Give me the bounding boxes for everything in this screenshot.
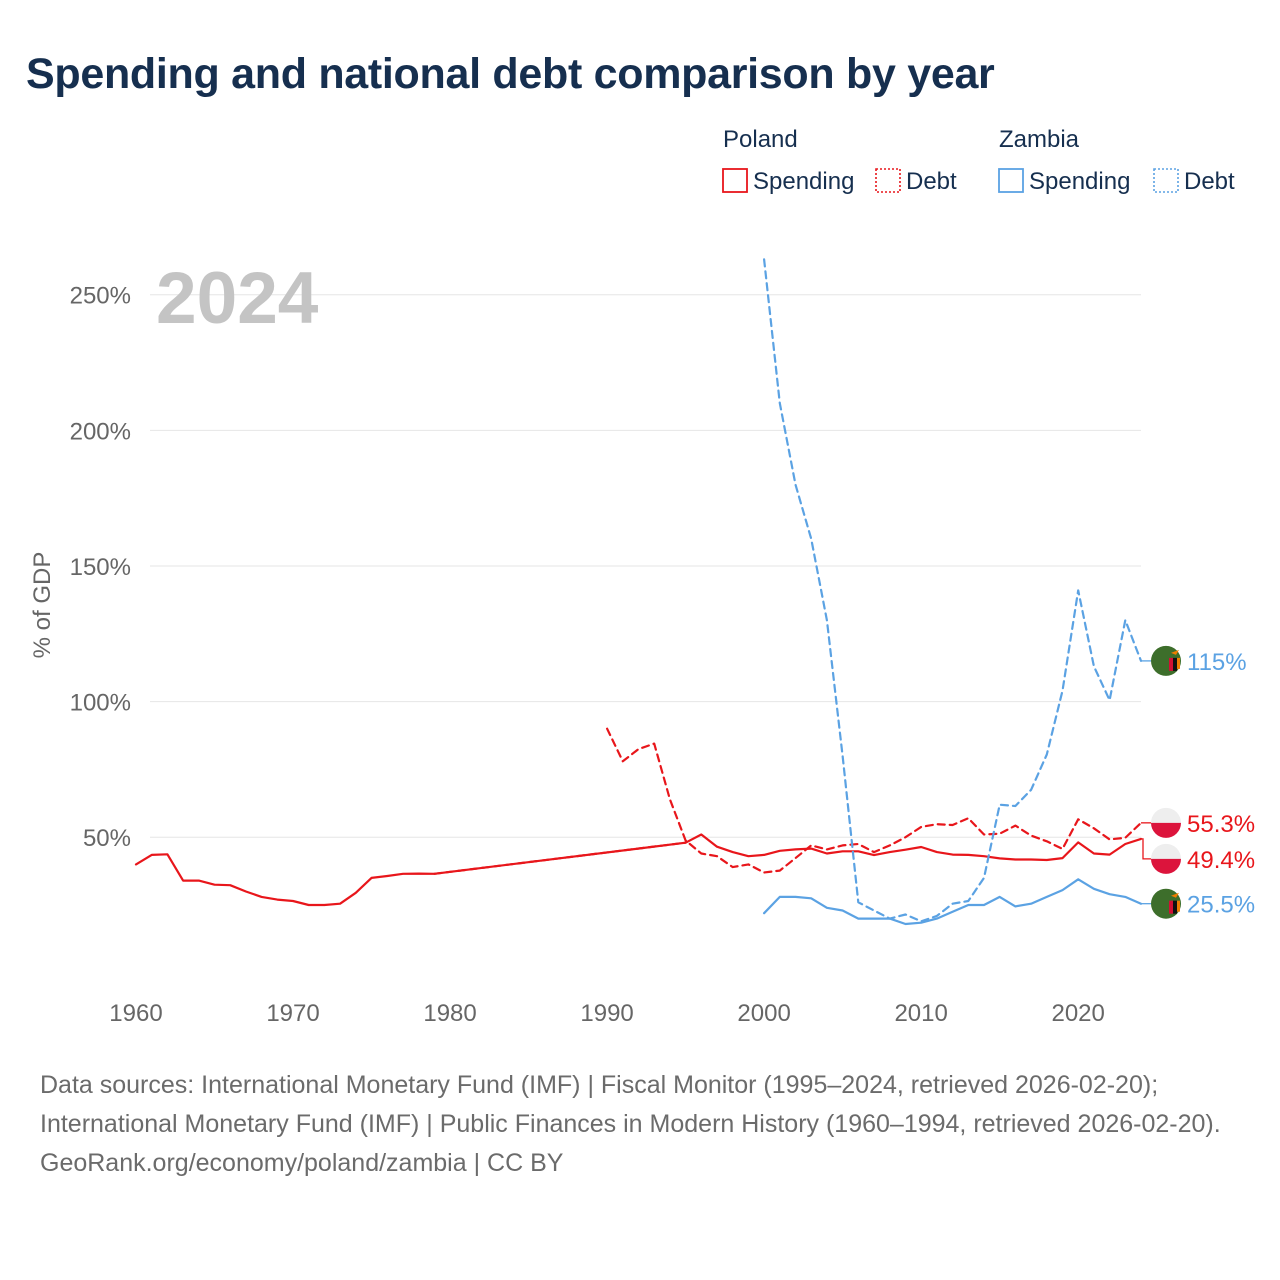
- poland-flag-icon: [1151, 843, 1181, 874]
- series-lines: [134, 258, 1143, 926]
- x-tick-label: 2000: [737, 1000, 790, 1027]
- axes: 50% 100% 150% 200% 250% 1960 1970 1980 1990 2000 2…: [29, 283, 1105, 1027]
- poland-flag-red: [1151, 822, 1181, 838]
- legend[interactable]: Poland Spending Debt Zambia Spending Debt: [722, 126, 1235, 195]
- poland-spending-end-marker: 49.4%: [1141, 838, 1255, 874]
- y-tick-label: 150%: [70, 554, 131, 581]
- x-tick-label: 1990: [580, 1000, 633, 1027]
- poland-flag-icon: [1151, 807, 1181, 838]
- x-tick-label: 2020: [1051, 1000, 1104, 1027]
- x-tick-label: 1970: [266, 1000, 319, 1027]
- grid-lines: [150, 294, 1141, 838]
- chart-svg: 50% 100% 150% 200% 250% 1960 1970 1980 1990 2000 2…: [29, 126, 1255, 1027]
- zambia-flag-icon: [1151, 645, 1181, 676]
- zambia-spending-line: [762, 878, 1143, 926]
- legend-dotted-swatch: [875, 168, 901, 193]
- legend-group-poland: Poland Spending Debt: [722, 126, 957, 195]
- end-value-label: 49.4%: [1187, 847, 1255, 874]
- y-tick-label: 50%: [83, 825, 131, 852]
- x-tick-label: 2010: [894, 1000, 947, 1027]
- legend-item-label: Spending: [1029, 168, 1130, 195]
- legend-item-label: Debt: [906, 168, 957, 195]
- zambia-spending-end-marker: 25.5%: [1141, 888, 1255, 919]
- zambia-flag-eagle: [1171, 649, 1179, 655]
- poland-debt-line: [605, 727, 1143, 874]
- legend-solid-swatch: [722, 168, 748, 193]
- end-value-label: 55.3%: [1187, 811, 1255, 838]
- zambia-flag-icon: [1151, 888, 1181, 919]
- zambia-flag-orange-stripe: [1177, 900, 1180, 912]
- poland-flag-red: [1151, 858, 1181, 874]
- zambia-flag-black-stripe: [1173, 900, 1177, 914]
- zambia-debt-line: [762, 258, 1143, 923]
- poland-flag-white: [1151, 807, 1181, 823]
- zambia-flag-black-stripe: [1173, 657, 1177, 671]
- chart-title: Spending and national debt comparison by…: [26, 50, 995, 98]
- zambia-flag-red-stripe: [1169, 900, 1173, 914]
- y-tick-label: 100%: [70, 690, 131, 717]
- x-tick-label: 1960: [109, 1000, 162, 1027]
- legend-group-title: Poland: [723, 126, 798, 153]
- end-labels: 49.4% 55.3% 25.5% 115%: [1141, 645, 1255, 919]
- legend-solid-swatch: [998, 168, 1024, 193]
- zambia-debt-end-marker: 115%: [1141, 645, 1247, 676]
- poland-spending-estimated-gap-line: [433, 841, 687, 875]
- legend-group-title: Zambia: [999, 126, 1080, 153]
- zambia-flag-red-stripe: [1169, 657, 1173, 671]
- legend-dotted-swatch: [1153, 168, 1179, 193]
- y-tick-label: 250%: [70, 283, 131, 310]
- zambia-flag-orange-stripe: [1177, 657, 1180, 669]
- poland-spending-line: [134, 833, 1143, 907]
- poland-flag-white: [1151, 843, 1181, 859]
- poland-debt-end-marker: 55.3%: [1141, 807, 1255, 838]
- credit-link[interactable]: GeoRank.org/economy/poland/zambia | CC B…: [40, 1149, 564, 1177]
- legend-item-label: Spending: [753, 168, 854, 195]
- end-value-label: 25.5%: [1187, 892, 1255, 919]
- year-watermark: 2024: [156, 258, 319, 339]
- x-tick-label: 1980: [423, 1000, 476, 1027]
- end-value-label: 115%: [1187, 649, 1247, 676]
- zambia-flag-eagle: [1171, 892, 1179, 898]
- end-connector: [1141, 838, 1151, 860]
- y-axis-label: % of GDP: [29, 552, 56, 659]
- y-tick-label: 200%: [70, 418, 131, 445]
- legend-group-zambia: Zambia Spending Debt: [998, 126, 1235, 195]
- footer: Data sources: International Monetary Fun…: [40, 1066, 1240, 1183]
- data-sources: Data sources: International Monetary Fun…: [40, 1071, 1221, 1138]
- legend-item-label: Debt: [1184, 168, 1235, 195]
